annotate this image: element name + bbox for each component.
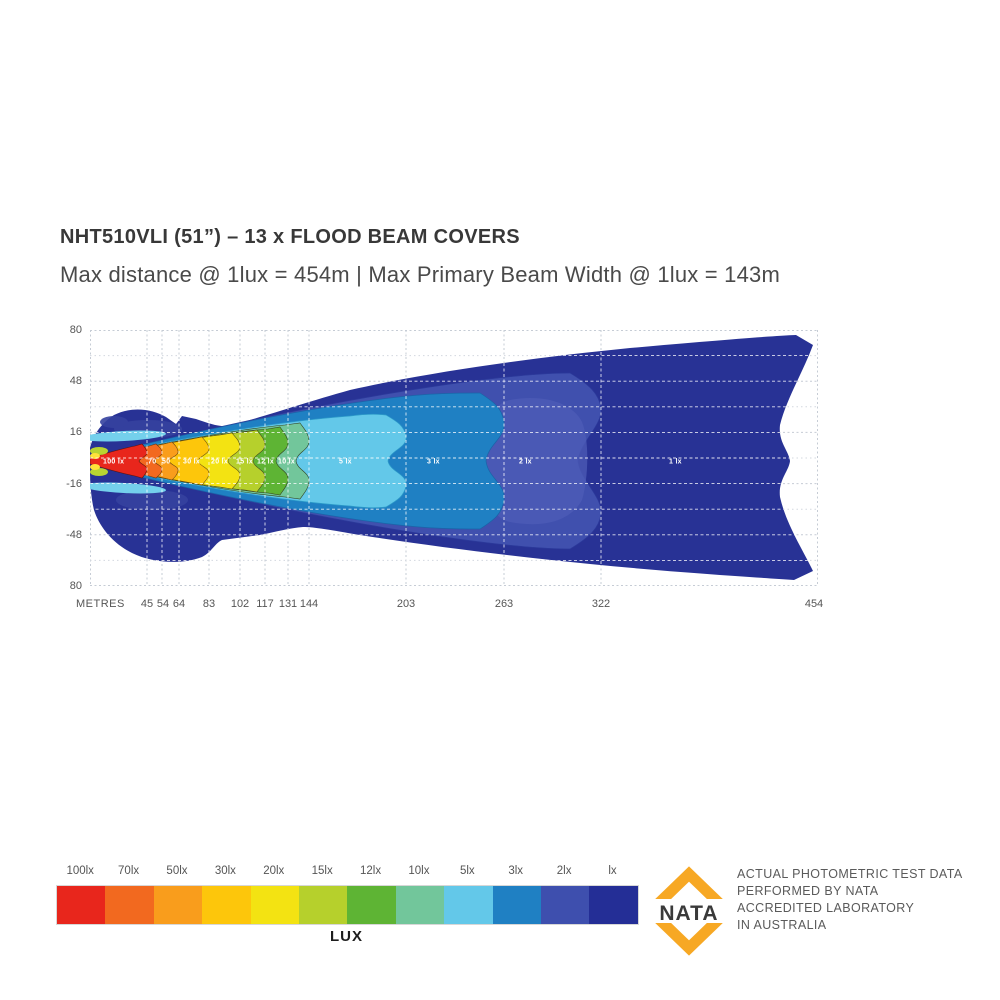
- contour-label-70lx: 70: [148, 459, 156, 466]
- y-tick-label: -16: [66, 478, 82, 490]
- x-tick-label: 64: [172, 598, 186, 610]
- legend-swatch-5lx: [444, 886, 493, 924]
- legend-label: 70lx: [118, 865, 140, 877]
- legend-label: 15lx: [311, 865, 333, 877]
- y-tick-label: 80: [69, 324, 82, 336]
- x-tick-label: 83: [202, 598, 216, 610]
- legend-swatch-10lx: [395, 886, 445, 924]
- legend-label: 3lx: [508, 865, 524, 877]
- nata-logo-lower-chevron: [654, 914, 724, 956]
- contour-label-12lx: 12 lx: [257, 459, 274, 466]
- grid-overlay-lines: [90, 335, 813, 580]
- legend-label: 12lx: [359, 865, 382, 877]
- beam-pattern-chart: 100 lx 70 50 30 lx 20 lx 15 lx 12 lx 10 …: [90, 330, 818, 586]
- contour-label-2lx: 2 lx: [519, 459, 532, 466]
- legend-label: 10lx: [408, 865, 430, 877]
- nata-logo-text: NATA: [659, 902, 718, 925]
- legend-swatch-2lx: [540, 886, 590, 924]
- x-tick-label: 144: [299, 598, 319, 610]
- contour-label-100lx: 100 lx: [103, 459, 124, 466]
- y-axis-unit-label: METRES: [76, 598, 125, 610]
- nata-text-line: PERFORMED BY NATA: [737, 884, 879, 898]
- x-tick-label: 263: [494, 598, 514, 610]
- legend-swatch-70lx: [105, 886, 154, 924]
- x-tick-label: 131: [278, 598, 298, 610]
- contour-labels: 100 lx 70 50 30 lx 20 lx 15 lx 12 lx 10 …: [103, 459, 682, 466]
- y-tick-label: 48: [69, 375, 82, 387]
- x-tick-label: 203: [396, 598, 416, 610]
- legend-label: 30lx: [214, 865, 236, 877]
- page-subtitle: Max distance @ 1lux = 454m | Max Primary…: [60, 262, 780, 287]
- legend-swatch-15lx: [298, 886, 348, 924]
- x-tick-label: 454: [804, 598, 824, 610]
- contour-label-5lx: 5 lx: [339, 459, 352, 466]
- legend-label: 2lx: [556, 865, 572, 877]
- beam-2lx-inner-wash: [482, 398, 588, 525]
- legend-label: lx: [608, 865, 617, 877]
- y-tick-label: 80: [69, 580, 82, 592]
- contour-label-3lx: 3 lx: [427, 459, 440, 466]
- contour-label-1lx: 1 lx: [669, 459, 682, 466]
- x-tick-label: 117: [256, 598, 274, 610]
- legend-labels-row: 100lx 70lx 50lx 30lx 20lx 15lx 12lx 10lx…: [56, 862, 637, 885]
- contour-label-20lx: 20 lx: [211, 459, 228, 466]
- contour-label-30lx: 30 lx: [183, 459, 200, 466]
- legend-swatch-20lx: [250, 886, 299, 924]
- x-tick-label: 102: [230, 598, 250, 610]
- nata-logo-upper-chevron: [654, 866, 724, 908]
- legend-swatch-12lx: [347, 886, 396, 924]
- nata-logo-text-band: [650, 899, 728, 923]
- beam-tip-flecks: [90, 447, 108, 476]
- x-tick-label: 54: [156, 598, 170, 610]
- legend-label: 50lx: [166, 865, 188, 877]
- legend-label: 100lx: [66, 865, 94, 877]
- beam-nearfield-streaks: [90, 430, 166, 494]
- nata-text-line: ACCREDITED LABORATORY: [737, 901, 915, 915]
- legend-swatch-3lx: [492, 886, 541, 924]
- contour-label-50lx: 50: [162, 459, 170, 466]
- lux-legend: 100lx 70lx 50lx 30lx 20lx 15lx 12lx 10lx…: [56, 862, 639, 925]
- legend-label: 5lx: [459, 865, 475, 877]
- contour-label-10lx: 10 lx: [278, 459, 295, 466]
- legend-swatch-1lx: [589, 886, 638, 924]
- nata-text-line: IN AUSTRALIA: [737, 918, 827, 932]
- nata-text-line: ACTUAL PHOTOMETRIC TEST DATA: [737, 867, 963, 881]
- nata-logo: NATA: [650, 866, 728, 956]
- nata-accreditation-text: ACTUAL PHOTOMETRIC TEST DATA PERFORMED B…: [737, 866, 963, 934]
- contour-label-15lx: 15 lx: [236, 459, 253, 466]
- legend-swatch-30lx: [202, 886, 251, 924]
- y-tick-label: -48: [66, 529, 82, 541]
- y-tick-label: 16: [69, 426, 82, 438]
- legend-caption: LUX: [330, 928, 363, 945]
- x-tick-label: 45: [140, 598, 154, 610]
- legend-swatch-100lx: [57, 886, 106, 924]
- legend-swatch-50lx: [153, 886, 203, 924]
- beam-contour-100lx: [90, 443, 148, 479]
- page-title: NHT510VLI (51”) – 13 x FLOOD BEAM COVERS: [60, 226, 520, 248]
- x-tick-label: 322: [591, 598, 611, 610]
- legend-color-band: [56, 885, 639, 925]
- legend-label: 20lx: [263, 865, 285, 877]
